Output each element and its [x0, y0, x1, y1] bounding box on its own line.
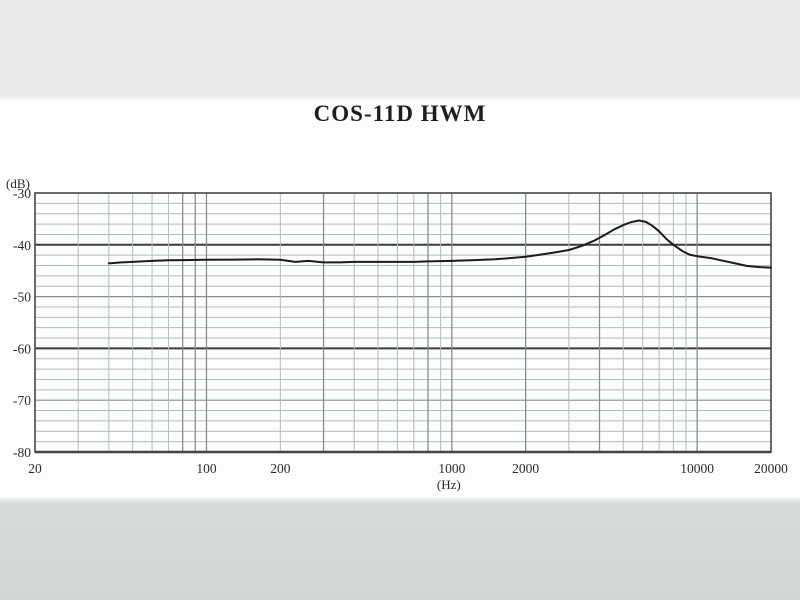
y-tick-label: -70 — [13, 393, 31, 408]
y-tick-label: -30 — [13, 186, 31, 201]
x-tick-label: 20000 — [754, 461, 788, 476]
x-axis-unit-label: (Hz) — [437, 477, 461, 492]
x-tick-label: 20 — [28, 461, 42, 476]
y-tick-label: -80 — [13, 445, 31, 460]
y-tick-label: -60 — [13, 341, 31, 356]
chart-title: COS-11D HWM — [313, 101, 487, 126]
axis-labels: -30 -40 -50 -60 -70 -80 (dB) 20 100 200 1000 2000 10… — [6, 176, 788, 492]
response-curve — [107, 219, 772, 269]
x-tick-label: 1000 — [438, 461, 465, 476]
plot-border — [34, 192, 772, 453]
y-axis-unit-label: (dB) — [6, 176, 30, 191]
x-tick-label: 10000 — [680, 461, 714, 476]
grid-lines — [35, 193, 771, 454]
x-tick-label: 2000 — [512, 461, 539, 476]
y-tick-label: -40 — [13, 238, 31, 253]
x-tick-label: 100 — [196, 461, 217, 476]
y-tick-label: -50 — [13, 290, 31, 305]
x-tick-label: 200 — [270, 461, 291, 476]
